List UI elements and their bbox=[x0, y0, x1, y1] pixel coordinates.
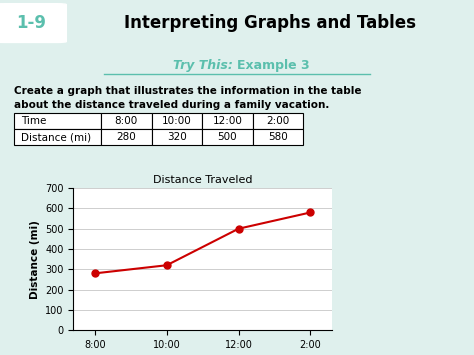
Text: 1-9: 1-9 bbox=[16, 14, 46, 32]
Text: Time: Time bbox=[21, 116, 47, 126]
Text: 500: 500 bbox=[218, 132, 237, 142]
Text: Distance (mi): Distance (mi) bbox=[21, 132, 91, 142]
Text: 12:00: 12:00 bbox=[212, 116, 242, 126]
Bar bbox=[253, 113, 303, 129]
Bar bbox=[101, 129, 152, 146]
Bar bbox=[202, 129, 253, 146]
Bar bbox=[152, 129, 202, 146]
Y-axis label: Distance (mi): Distance (mi) bbox=[30, 220, 40, 299]
Bar bbox=[253, 129, 303, 146]
Text: 580: 580 bbox=[268, 132, 288, 142]
Bar bbox=[152, 113, 202, 129]
Text: Try This:: Try This: bbox=[173, 60, 237, 72]
Text: about the distance traveled during a family vacation.: about the distance traveled during a fam… bbox=[14, 99, 329, 109]
Title: Distance Traveled: Distance Traveled bbox=[153, 175, 252, 185]
FancyBboxPatch shape bbox=[0, 4, 66, 43]
Bar bbox=[101, 113, 152, 129]
Text: 2:00: 2:00 bbox=[266, 116, 290, 126]
Text: Create a graph that illustrates the information in the table: Create a graph that illustrates the info… bbox=[14, 86, 362, 96]
Text: 320: 320 bbox=[167, 132, 187, 142]
Bar bbox=[14, 129, 101, 146]
Bar bbox=[14, 113, 101, 129]
Bar bbox=[202, 113, 253, 129]
Text: Example 3: Example 3 bbox=[237, 60, 310, 72]
Text: 8:00: 8:00 bbox=[115, 116, 138, 126]
Text: 280: 280 bbox=[117, 132, 136, 142]
Text: 10:00: 10:00 bbox=[162, 116, 192, 126]
Text: Interpreting Graphs and Tables: Interpreting Graphs and Tables bbox=[124, 14, 416, 32]
